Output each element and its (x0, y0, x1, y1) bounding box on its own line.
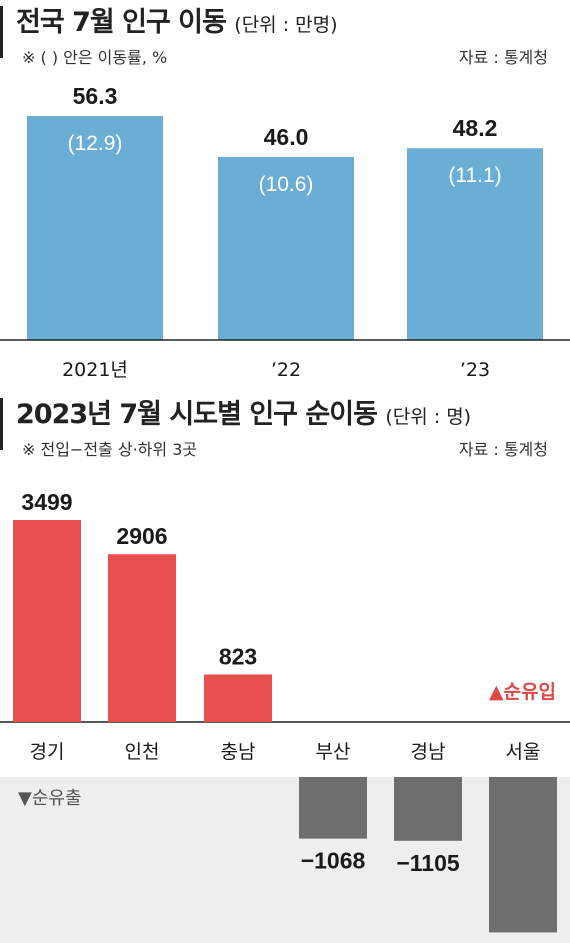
chart1-plot: 56.3 (12.9) 2021년 46.0 (10.6) ’22 48.2 (11.1) ’2… (0, 83, 570, 381)
title-accent-bar (0, 398, 3, 450)
net-outflow-legend: ▼순유출 (18, 788, 82, 809)
net-inflow-bar (108, 554, 176, 722)
region-tick-label: 충남 (221, 741, 256, 763)
migration-bar (218, 156, 354, 340)
net-outflow-bar (394, 777, 462, 841)
chart2-note: ※ 전입−전출 상·하위 3곳 (22, 440, 198, 459)
region-tick-label: 경남 (411, 741, 446, 763)
migration-rate-label: (10.6) (259, 173, 314, 196)
chart2-plot: 3499 경기 2906 인천 823 충남 −1068 부산 −1105 경남 −2692 서울 ▲순… (0, 489, 570, 943)
year-tick-label: 2021년 (62, 359, 128, 381)
chart1-title: 전국 7월 인구 이동 (단위 : 만명) (16, 0, 338, 39)
net-migration-value-label: −2692 (491, 941, 556, 943)
net-migration-value-label: −1068 (301, 848, 366, 874)
chart1-source: 자료 : 통계청 (458, 48, 548, 67)
chart1-unit: (단위 : 만명) (234, 14, 338, 36)
region-tick-label: 부산 (316, 741, 351, 763)
chart2-source: 자료 : 통계청 (458, 440, 548, 459)
net-inflow-legend: ▲순유입 (489, 681, 556, 703)
region-tick-label: 서울 (506, 741, 541, 763)
year-tick-label: ’22 (271, 359, 301, 381)
chart1-note: ※ ( ) 안은 이동률, % (22, 48, 168, 67)
net-inflow-bar (204, 674, 272, 722)
migration-value-label: 48.2 (453, 115, 498, 141)
migration-bar (27, 116, 163, 340)
region-tick-label: 경기 (30, 741, 65, 763)
chart2-title: 2023년 7월 시도별 인구 순이동 (단위 : 명) (16, 392, 471, 431)
chart2-unit: (단위 : 명) (385, 406, 472, 428)
migration-value-label: 46.0 (264, 124, 309, 150)
net-migration-value-label: 3499 (21, 489, 72, 515)
net-migration-value-label: 2906 (116, 523, 167, 549)
regional-net-migration-chart: 2023년 7월 시도별 인구 순이동 (단위 : 명) ※ 전입−전출 상·하… (0, 392, 570, 943)
title-accent-bar (0, 6, 3, 58)
outflow-region (0, 777, 570, 943)
year-tick-label: ’23 (460, 359, 490, 381)
net-migration-value-label: −1105 (396, 850, 460, 876)
chart1-title-text: 전국 7월 인구 이동 (16, 7, 227, 38)
migration-rate-label: (11.1) (448, 164, 501, 187)
chart2-title-text: 2023년 7월 시도별 인구 순이동 (16, 399, 378, 430)
region-tick-label: 인천 (125, 741, 160, 763)
migration-bar (407, 148, 543, 340)
net-migration-value-label: 823 (219, 643, 257, 669)
national-migration-chart: 전국 7월 인구 이동 (단위 : 만명) ※ ( ) 안은 이동률, % 자료… (0, 0, 570, 392)
net-outflow-bar (299, 777, 367, 839)
net-outflow-bar (489, 777, 557, 933)
net-inflow-bar (13, 520, 81, 722)
migration-rate-label: (12.9) (68, 132, 123, 155)
migration-value-label: 56.3 (73, 83, 118, 109)
